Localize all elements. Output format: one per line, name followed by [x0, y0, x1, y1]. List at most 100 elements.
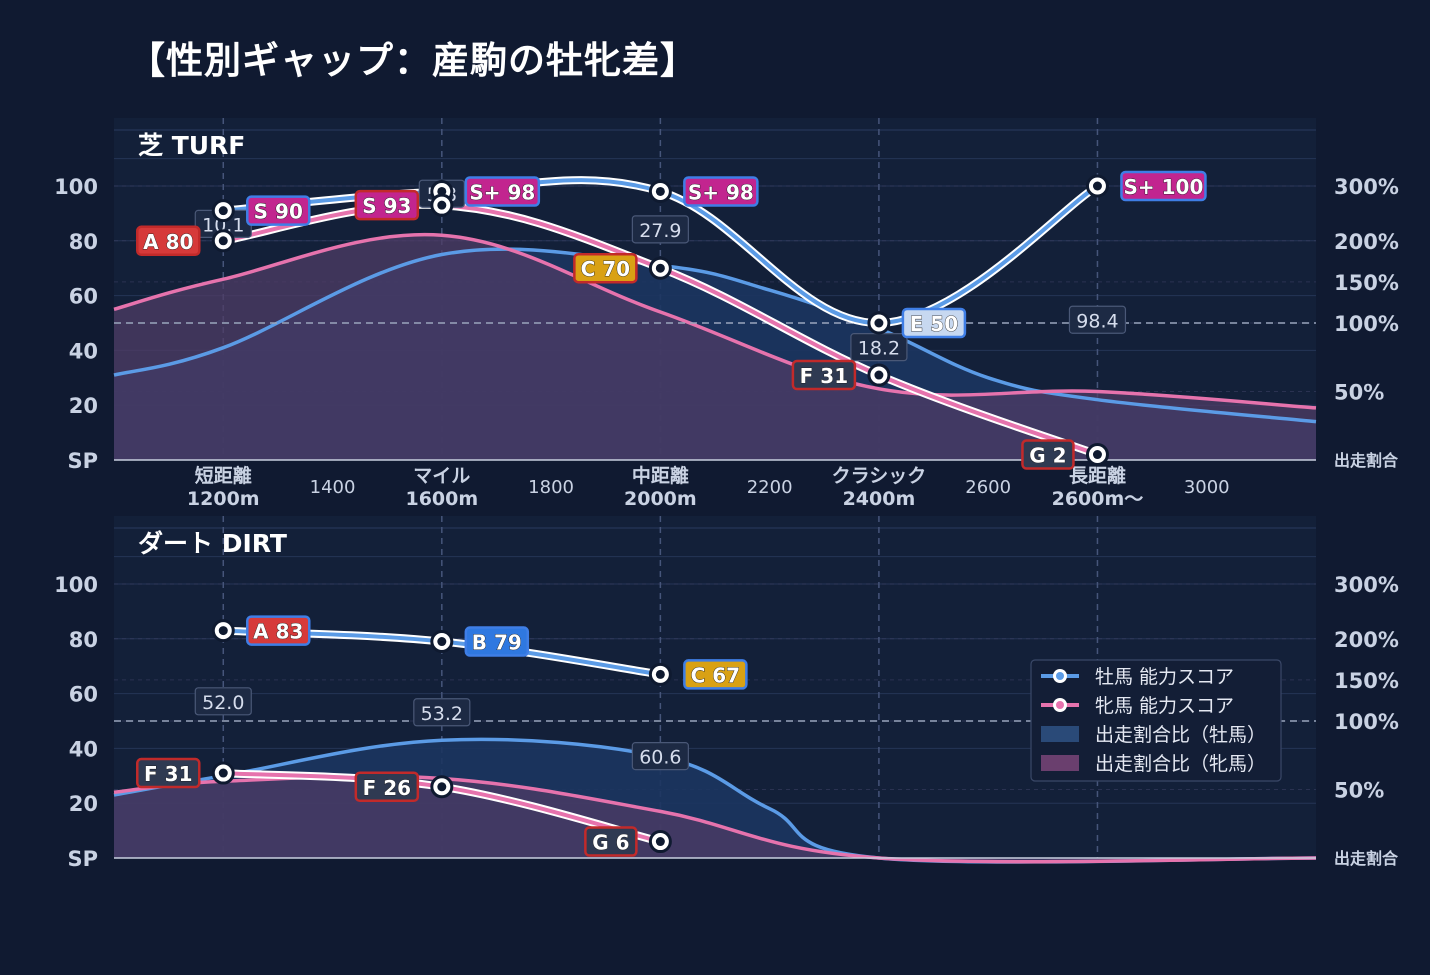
data-point-core [437, 200, 447, 210]
grade-label-text: C 70 [581, 257, 630, 281]
legend-marker-core [1056, 701, 1064, 709]
legend-label: 牝馬 能力スコア [1095, 695, 1234, 717]
x-tick-label: クラシック [832, 465, 927, 487]
y-tick-label: 20 [69, 394, 98, 418]
x-tick-label: 2000m [624, 488, 697, 510]
grade-label: F 31 [791, 359, 857, 391]
grade-label: G 6 [584, 826, 638, 857]
y-right-tick-label: 300% [1334, 175, 1399, 199]
grade-label: G 2 [1021, 439, 1075, 470]
data-point-core [655, 837, 665, 847]
y-right-tick-label: 100% [1334, 710, 1399, 734]
y-right-tick-label: 200% [1334, 230, 1399, 254]
x-tick-label: 2600m〜 [1052, 488, 1144, 510]
gap-label-box [413, 698, 471, 727]
legend-label: 出走割合比（牝馬） [1095, 753, 1266, 775]
gap-label: 10.1 [202, 214, 244, 236]
legend-label: 出走割合比（牡馬） [1095, 724, 1266, 746]
grade-label-box [1120, 170, 1207, 202]
grade-label-text: G 6 [592, 831, 629, 855]
grade-label: S+ 100 [1120, 170, 1207, 202]
grade-label: E 50 [901, 307, 967, 339]
grade-label-text: E 50 [910, 312, 958, 336]
x-tick-label: マイル [413, 465, 470, 487]
y-tick-label: 80 [69, 230, 98, 254]
grade-label-text: G 2 [1029, 444, 1066, 468]
grade-label-text: A 80 [143, 230, 193, 254]
chart-panel: 芝 TURF SP 20 40 60 80 100 50% 100% 150% 200% 300% 出走… [54, 118, 1399, 510]
data-point-core [874, 370, 884, 380]
x-tick-label: 長距離 [1069, 464, 1126, 487]
grade-label-text: F 26 [363, 776, 411, 800]
gap-label: 60.6 [639, 747, 681, 769]
x-tick-label: 短距離 [195, 464, 252, 487]
gap-label-box [194, 687, 252, 716]
grade-label-text: S+ 98 [688, 180, 754, 204]
grade-label: B 79 [464, 626, 530, 657]
y-tick-label: 100 [54, 175, 98, 199]
data-point-core [655, 263, 665, 273]
y-tick-label: 100 [54, 573, 98, 597]
grade-label-text: S+ 98 [469, 180, 535, 204]
page-title: 【性別ギャップ：産駒の牡牝差】 [128, 39, 698, 82]
grade-label-text: F 31 [144, 762, 192, 786]
legend-box [1030, 659, 1282, 782]
y-tick-label: SP [67, 847, 98, 871]
x-tick-label: 1600m [405, 488, 478, 510]
gap-label-box [631, 742, 689, 771]
data-point-core [1092, 450, 1102, 460]
grade-label: F 26 [354, 771, 420, 803]
grade-label-box [136, 225, 201, 257]
y-tick-label: 20 [69, 792, 98, 816]
x-tick-label: 2200 [747, 477, 793, 498]
grade-label-box [464, 176, 541, 207]
y-tick-label: 60 [69, 683, 98, 707]
grade-label-box [1021, 439, 1075, 470]
grade-label-box [354, 771, 420, 803]
panel-title: ダート DIRT [138, 529, 287, 558]
y-right-axis-label: 出走割合 [1334, 849, 1399, 868]
grade-label: C 67 [683, 659, 748, 690]
legend-label: 牡馬 能力スコア [1095, 666, 1234, 688]
y-right-tick-label: 100% [1334, 312, 1399, 336]
y-right-tick-label: 50% [1334, 779, 1384, 803]
grade-label-box [901, 307, 967, 339]
grade-label-box [791, 359, 857, 391]
grade-label: C 70 [573, 252, 638, 284]
grade-label-text: A 83 [253, 620, 303, 644]
grade-label: F 31 [136, 757, 201, 789]
data-point-core [437, 782, 447, 792]
grade-label: S 93 [354, 189, 420, 221]
x-tick-label: 中距離 [632, 464, 689, 487]
y-tick-label: 40 [69, 737, 98, 761]
grade-label-box [354, 189, 420, 221]
grade-label-text: S 93 [362, 194, 411, 218]
panel-title: 芝 TURF [138, 131, 245, 160]
data-point-core [437, 637, 447, 647]
gap-label: 53.2 [421, 703, 463, 725]
y-right-axis-label: 出走割合 [1334, 451, 1399, 470]
grade-label-text: F 31 [800, 364, 848, 388]
grade-label-text: C 67 [691, 663, 740, 687]
data-point-core [655, 669, 665, 679]
gap-label-box [631, 215, 689, 244]
y-tick-label: SP [67, 449, 98, 473]
x-tick-label: 1200m [187, 488, 260, 510]
legend-marker-core [1056, 672, 1064, 680]
grade-label-text: B 79 [472, 631, 522, 655]
gap-label: 52.0 [202, 692, 244, 714]
data-point-core [218, 206, 228, 216]
x-tick-label: 2600 [965, 477, 1011, 498]
grade-label-text: S 90 [254, 200, 303, 224]
data-point-core [218, 626, 228, 636]
grade-label-box [136, 757, 201, 789]
y-tick-label: 40 [69, 339, 98, 363]
y-right-tick-label: 200% [1334, 628, 1399, 652]
legend-area-swatch [1041, 726, 1079, 742]
grade-label-box [584, 826, 638, 857]
x-tick-label: 2400m [843, 488, 916, 510]
grade-label-box [464, 626, 530, 657]
ratio-line-female [113, 232, 1317, 410]
